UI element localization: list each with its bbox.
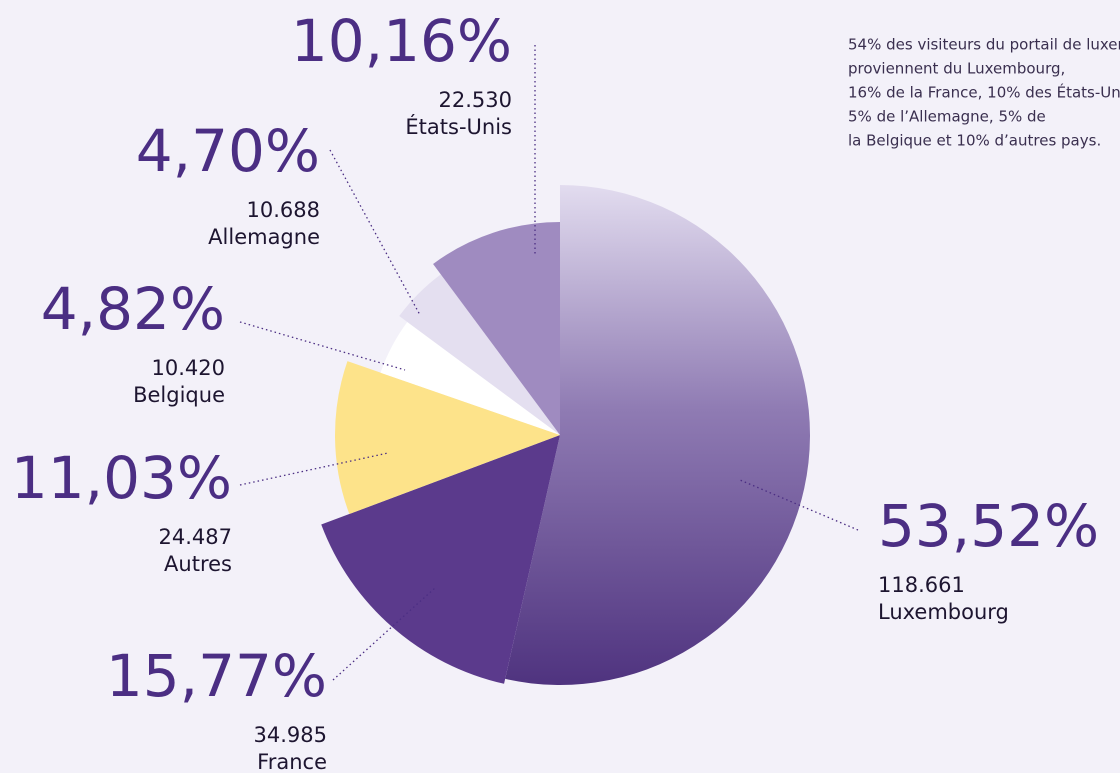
annotation-line: 16% de la France, 10% des États-Unis,	[848, 83, 1120, 102]
category-label: Allemagne	[208, 225, 320, 249]
pie-slice	[399, 274, 560, 435]
percent-label: 4,70%	[136, 117, 320, 185]
leader-line	[739, 479, 859, 531]
leader-line	[332, 587, 436, 681]
percent-label: 15,77%	[106, 642, 327, 710]
count-label: 10.688	[247, 198, 320, 222]
percent-label: 10,16%	[291, 7, 512, 75]
count-label: 22.530	[439, 88, 512, 112]
count-label: 118.661	[878, 573, 965, 597]
annotation-line: la Belgique et 10% d’autres pays.	[848, 132, 1101, 150]
count-label: 10.420	[152, 356, 225, 380]
pie-slice	[380, 321, 560, 435]
leader-line	[239, 321, 406, 371]
annotation-line: 5% de l’Allemagne, 5% de	[848, 108, 1046, 126]
pie-slice	[505, 185, 810, 685]
count-label: 24.487	[159, 525, 232, 549]
category-label: Luxembourg	[878, 600, 1009, 624]
category-label: Autres	[164, 552, 232, 576]
percent-label: 53,52%	[878, 492, 1099, 560]
percent-label: 4,82%	[41, 275, 225, 343]
pie-slice	[433, 222, 560, 435]
annotation-line: proviennent du Luxembourg,	[848, 60, 1065, 78]
annotation-line: 54% des visiteurs du portail de luxembou…	[848, 36, 1120, 54]
category-label: France	[257, 750, 327, 773]
category-label: Belgique	[133, 383, 225, 407]
category-label: États-Unis	[405, 114, 512, 139]
pie-slice	[335, 361, 560, 515]
pie-slice	[321, 435, 560, 684]
count-label: 34.985	[254, 723, 327, 747]
leader-line	[239, 452, 389, 486]
percent-label: 11,03%	[11, 444, 232, 512]
